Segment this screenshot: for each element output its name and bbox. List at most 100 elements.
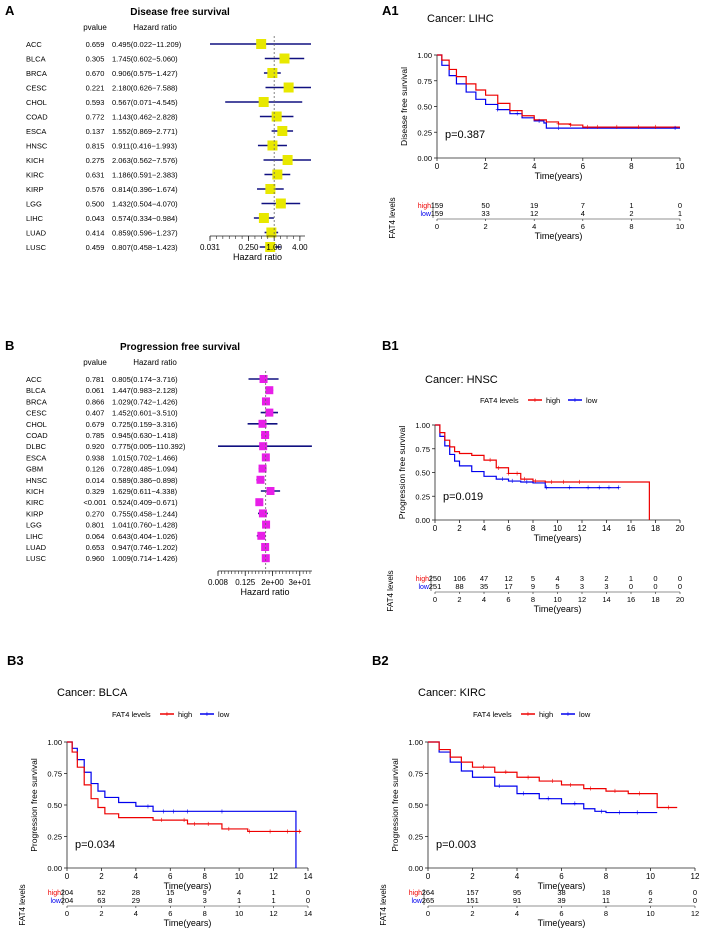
risk-x-tick-label: 4 [134, 909, 138, 918]
censor-mark-high: + [585, 123, 590, 132]
censor-mark-low: + [586, 483, 591, 492]
censor-mark-high: + [568, 121, 573, 130]
y-tick-label: 0.25 [417, 128, 432, 137]
legend-low-label: low [586, 396, 598, 405]
risk-count-low: 3 [203, 896, 207, 905]
risk-x-tick-label: 14 [602, 595, 610, 604]
risk-count-low: 159 [431, 209, 444, 218]
hazard-ratio-marker [255, 498, 264, 507]
row-pvalue: 0.407 [86, 409, 105, 418]
hazard-ratio-marker [282, 155, 293, 165]
y-tick-label: 1.00 [415, 421, 430, 430]
hazard-ratio-marker [258, 97, 269, 107]
risk-x-tick-label: 8 [604, 909, 608, 918]
risk-x-tick-label: 10 [235, 909, 243, 918]
hazard-ratio-marker [283, 82, 294, 93]
row-pvalue: 0.631 [86, 171, 105, 180]
x-tick-label: 12 [691, 872, 700, 881]
risk-count-high: 0 [306, 888, 310, 897]
row-hazard-ratio: 1.629(0.611−4.338) [112, 487, 178, 496]
p-value: p=0.034 [75, 839, 115, 851]
hazard-ratio-marker [261, 554, 270, 563]
legend-low-marker: + [573, 396, 578, 405]
x-axis-title: Time(years) [534, 533, 582, 543]
risk-x-axis-title: Time(years) [535, 231, 583, 241]
risk-row-label-high: high [418, 203, 431, 210]
risk-table-title: FAT4 levels [18, 884, 27, 925]
risk-count-high: 95 [513, 888, 521, 897]
panel-label: B2 [372, 653, 389, 668]
row-cancer: CHOL [26, 420, 47, 429]
risk-x-tick-label: 2 [99, 909, 103, 918]
survival-curve-low [435, 424, 619, 489]
risk-count-low: 1 [678, 209, 682, 218]
legend-title: FAT4 levels [112, 710, 151, 719]
censor-mark-low: + [497, 782, 502, 791]
censor-mark-high: + [504, 768, 509, 777]
row-hazard-ratio: 0.725(0.159−3.316) [112, 420, 178, 429]
row-pvalue: 0.270 [86, 509, 105, 518]
p-value: p=0.003 [436, 839, 476, 851]
column-header-pvalue: pvalue [83, 358, 107, 367]
risk-row-label-high: high [416, 576, 429, 583]
row-cancer: HNSC [26, 476, 48, 485]
hazard-ratio-marker [266, 487, 275, 495]
row-cancer: BLCA [26, 55, 46, 64]
legend-title: FAT4 levels [480, 396, 519, 405]
row-pvalue: 0.061 [86, 386, 105, 395]
x-tick-label: 2 [99, 872, 104, 881]
y-tick-label: 0.00 [47, 864, 62, 873]
row-pvalue: 0.670 [86, 69, 105, 78]
x-tick-label: 20 [676, 524, 685, 533]
censor-mark-low: + [607, 483, 612, 492]
risk-count-low: 3 [580, 582, 584, 591]
hazard-ratio-marker [277, 126, 288, 136]
censor-mark-high: + [481, 763, 486, 772]
y-axis-title: Progression free survival [397, 426, 407, 520]
hazard-ratio-marker [261, 397, 270, 406]
censor-mark-low: + [616, 483, 621, 492]
risk-count-high: 6 [648, 888, 652, 897]
risk-count-low: 63 [97, 896, 105, 905]
row-hazard-ratio: 1.029(0.742−1.426) [112, 397, 178, 406]
row-cancer: CHOL [26, 98, 47, 107]
y-tick-label: 0.50 [408, 801, 423, 810]
row-pvalue: 0.785 [86, 431, 105, 440]
row-hazard-ratio: 1.432(0.504−4.070) [112, 200, 178, 209]
row-pvalue: 0.064 [86, 532, 105, 541]
risk-table-title: FAT4 levels [379, 884, 388, 925]
row-pvalue: 0.960 [86, 554, 105, 563]
censor-mark-high: + [577, 478, 582, 487]
legend-low-marker: + [566, 710, 571, 719]
censor-mark-high: + [496, 463, 501, 472]
row-cancer: KIRP [26, 509, 44, 518]
row-cancer: GBM [26, 465, 43, 474]
row-cancer: KIRC [26, 171, 45, 180]
censor-mark-high: + [556, 120, 561, 129]
risk-x-tick-label: 8 [203, 909, 207, 918]
row-hazard-ratio: 0.574(0.334−0.984) [112, 214, 178, 223]
row-cancer: LUAD [26, 229, 47, 238]
row-cancer: DLBC [26, 442, 47, 451]
risk-x-tick-label: 4 [532, 222, 536, 231]
survival-curve-low [428, 741, 658, 814]
hazard-ratio-marker [261, 431, 270, 439]
survival-curve-high [435, 424, 650, 520]
censor-mark-low: + [161, 807, 166, 816]
legend-high-marker: + [526, 710, 531, 719]
legend-high-marker: + [165, 710, 170, 719]
risk-x-tick-label: 2 [457, 595, 461, 604]
risk-row-label-low: low [50, 898, 61, 905]
column-header-hazard-ratio: Hazard ratio [133, 23, 177, 32]
risk-row-label-high: high [409, 890, 422, 897]
hazard-ratio-marker [258, 509, 267, 518]
risk-count-high: 12 [504, 574, 512, 583]
risk-x-tick-label: 6 [506, 595, 510, 604]
forest-title: Disease free survival [130, 7, 230, 18]
x-tick-label: 10 [646, 872, 655, 881]
row-cancer: ESCA [26, 453, 46, 462]
risk-count-high: 159 [431, 201, 444, 210]
censor-mark-high: + [285, 827, 290, 836]
risk-count-low: 0 [653, 582, 657, 591]
risk-count-high: 1 [271, 888, 275, 897]
